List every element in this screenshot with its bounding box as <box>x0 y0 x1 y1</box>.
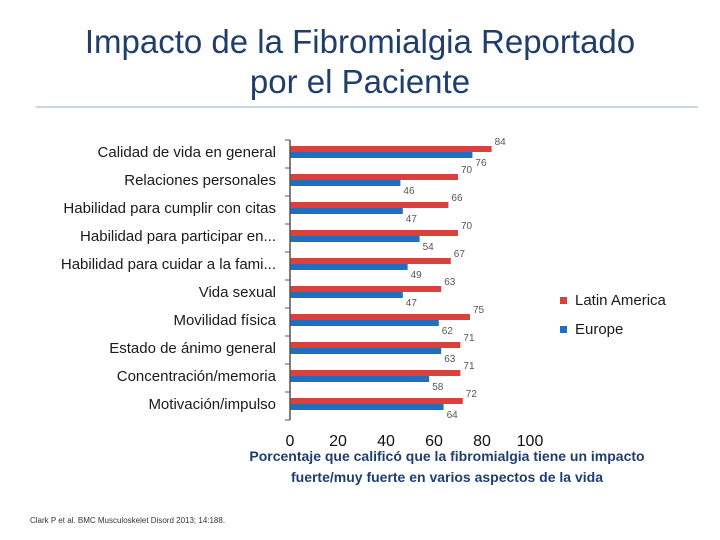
bar-europe <box>290 236 420 242</box>
data-label-latin-america: 84 <box>495 137 507 148</box>
bar-europe <box>290 264 408 270</box>
title-divider <box>36 106 698 108</box>
data-label-latin-america: 66 <box>451 193 463 204</box>
legend-swatch-europe <box>560 326 567 333</box>
data-label-latin-america: 75 <box>473 305 485 316</box>
bar-europe <box>290 292 403 298</box>
data-label-europe: 49 <box>411 270 423 281</box>
x-tick-label: 100 <box>517 433 544 450</box>
bar-latin-america <box>290 230 458 236</box>
data-label-europe: 47 <box>406 298 418 309</box>
x-axis-label-line-2: fuerte/muy fuerte en varios aspectos de … <box>291 469 603 485</box>
bar-latin-america <box>290 258 451 264</box>
bar-latin-america <box>290 342 461 348</box>
category-label: Movilidad física <box>173 312 276 329</box>
title-line-2: por el Paciente <box>249 63 471 100</box>
x-tick-label: 60 <box>425 433 443 450</box>
title-line-1: Impacto de la Fibromialgia Reportado <box>84 23 636 60</box>
bar-latin-america <box>290 174 458 180</box>
data-label-europe: 54 <box>423 242 435 253</box>
bar-europe <box>290 376 430 382</box>
bar-latin-america <box>290 398 463 404</box>
legend-label-latin-america: Latin America <box>575 292 667 309</box>
bar-latin-america <box>290 146 492 152</box>
category-label: Habilidad para cumplir con citas <box>63 200 276 217</box>
x-tick-label: 0 <box>286 433 295 450</box>
bar-europe <box>290 208 403 214</box>
axes <box>285 139 291 421</box>
citation: Clark P et al. BMC Musculoskelet Disord … <box>30 516 226 525</box>
slide-title: Impacto de la Fibromialgia Reportado por… <box>0 22 720 102</box>
bar-europe <box>290 152 473 158</box>
data-label-latin-america: 63 <box>444 277 456 288</box>
data-label-europe: 76 <box>475 158 487 169</box>
bar-europe <box>290 180 401 186</box>
data-label-latin-america: 71 <box>463 361 475 372</box>
category-label: Motivación/impulso <box>148 396 276 413</box>
data-label-europe: 58 <box>432 382 444 393</box>
x-tick-labels: 0 20 40 60 80 100 <box>286 433 544 450</box>
legend: Latin America Europe <box>560 292 667 338</box>
legend-label-europe: Europe <box>575 321 623 338</box>
bar-latin-america <box>290 370 461 376</box>
data-label-europe: 46 <box>403 186 415 197</box>
x-tick-label: 40 <box>377 433 395 450</box>
bar-latin-america <box>290 314 470 320</box>
data-label-latin-america: 71 <box>463 333 475 344</box>
bar-latin-america <box>290 286 442 292</box>
x-axis-label-line-1: Porcentaje que calificó que la fibromial… <box>249 448 644 464</box>
legend-swatch-latin-america <box>560 297 567 304</box>
category-label: Vida sexual <box>199 284 276 301</box>
category-label: Calidad de vida en general <box>98 144 276 161</box>
bar-europe <box>290 348 442 354</box>
bar-europe <box>290 404 444 410</box>
category-label: Habilidad para participar en... <box>80 228 276 245</box>
bar-europe <box>290 320 439 326</box>
category-labels: Calidad de vida en general Relaciones per… <box>61 144 277 413</box>
x-tick-label: 20 <box>329 433 347 450</box>
data-label-europe: 64 <box>447 410 459 421</box>
data-label-europe: 63 <box>444 354 456 365</box>
data-label-latin-america: 67 <box>454 249 466 260</box>
data-label-europe: 47 <box>406 214 418 225</box>
data-label-latin-america: 70 <box>461 221 473 232</box>
category-label: Habilidad para cuidar a la fami... <box>61 256 276 273</box>
data-label-latin-america: 72 <box>466 389 478 400</box>
category-label: Relaciones personales <box>124 172 276 189</box>
category-label: Estado de ánimo general <box>109 340 276 357</box>
data-label-europe: 62 <box>442 326 454 337</box>
bar-latin-america <box>290 202 449 208</box>
data-label-latin-america: 70 <box>461 165 473 176</box>
category-label: Concentración/memoria <box>117 368 277 385</box>
x-tick-label: 80 <box>473 433 491 450</box>
